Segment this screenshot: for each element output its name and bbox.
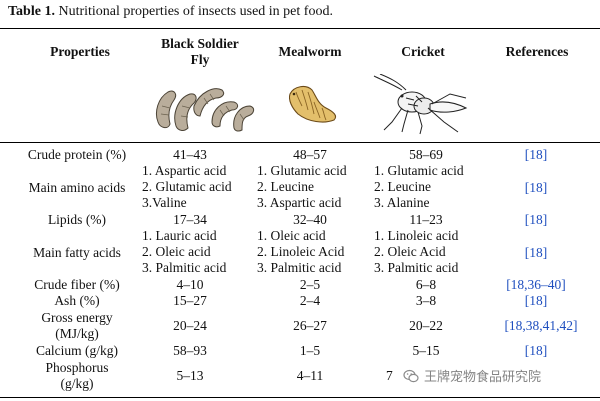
caption-text: Nutritional properties of insects used i… — [54, 4, 333, 19]
header-black-soldier-fly: Black Soldier Fly — [140, 36, 260, 68]
reference-link-ash[interactable]: [18] — [524, 293, 548, 308]
list-item: 1. Linoleic acid — [374, 228, 459, 243]
cell-cricket-phosphorus: 7 — [386, 368, 393, 383]
table-top-rule — [0, 28, 600, 30]
cell-bsf-crude-protein: 41–43 — [173, 147, 207, 162]
cell-bsf-ash: 15–27 — [173, 293, 207, 308]
row-label-calcium: Calcium (g/kg) — [35, 343, 119, 358]
cell-mealworm-fatty-acids: 1. Oleic acid 2. Linoleic Acid 3. Palmit… — [257, 228, 344, 276]
row-label-gross-energy-line2: (MJ/kg) — [55, 326, 99, 341]
cell-mealworm-crude-protein: 48–57 — [293, 147, 327, 162]
cell-cricket-calcium: 5–15 — [412, 343, 440, 358]
cell-mealworm-gross-energy: 26–27 — [293, 318, 327, 333]
row-label-crude-fiber: Crude fiber (%) — [34, 277, 120, 292]
cell-bsf-lipids: 17–34 — [173, 212, 207, 227]
cell-mealworm-amino-acids: 1. Glutamic acid 2. Leucine 3. Aspartic … — [257, 163, 347, 211]
reference-link-amino-acids[interactable]: [18] — [524, 180, 548, 195]
list-item: 3. Alanine — [374, 195, 430, 210]
table-bottom-rule — [0, 397, 600, 399]
caption-label: Table 1. — [8, 4, 55, 19]
reference-link-crude-fiber[interactable]: [18,36–40] — [506, 277, 566, 292]
row-label-main-amino-acids: Main amino acids — [28, 180, 126, 195]
list-item: 2. Linoleic Acid — [257, 244, 345, 259]
reference-link-calcium[interactable]: [18] — [524, 343, 548, 358]
reference-link-fatty-acids[interactable]: [18] — [524, 245, 548, 260]
cell-cricket-gross-energy: 20–22 — [409, 318, 443, 333]
table-caption: Table 1. Nutritional properties of insec… — [8, 4, 333, 20]
list-item: 1. Glutamic acid — [257, 163, 347, 178]
cell-cricket-lipids: 11–23 — [409, 212, 443, 227]
row-label-lipids: Lipids (%) — [47, 212, 107, 227]
reference-link-crude-protein[interactable]: [18] — [524, 147, 548, 162]
cell-mealworm-crude-fiber: 2–5 — [299, 277, 321, 292]
reference-link-lipids[interactable]: [18] — [524, 212, 548, 227]
cell-bsf-gross-energy: 20–24 — [173, 318, 207, 333]
wechat-icon — [403, 369, 419, 383]
row-label-gross-energy-line1: Gross energy — [41, 310, 113, 325]
table-header-rule — [0, 142, 600, 143]
mealworm-illustration — [288, 85, 337, 123]
cell-mealworm-phosphorus: 4–11 — [296, 368, 324, 383]
list-item: 2. Oleic Acid — [374, 244, 446, 259]
header-mealworm: Mealworm — [278, 44, 342, 59]
list-item: 2. Glutamic acid — [142, 179, 232, 194]
cell-cricket-amino-acids: 1. Glutamic acid 2. Leucine 3. Alanine — [374, 163, 464, 211]
row-label-main-fatty-acids: Main fatty acids — [33, 245, 121, 260]
list-item: 1. Oleic acid — [257, 228, 326, 243]
list-item: 3. Palmitic acid — [374, 260, 459, 275]
cell-mealworm-ash: 2–4 — [299, 293, 321, 308]
row-label-gross-energy: Gross energy (MJ/kg) — [8, 310, 146, 342]
row-label-phosphorus-line1: Phosphorus — [45, 360, 109, 375]
cell-cricket-ash: 3–8 — [415, 293, 437, 308]
cell-cricket-crude-protein: 58–69 — [409, 147, 443, 162]
cell-cricket-fatty-acids: 1. Linoleic acid 2. Oleic Acid 3. Palmit… — [374, 228, 458, 276]
cell-mealworm-lipids: 32–40 — [293, 212, 327, 227]
watermark-text: 王牌宠物食品研究院 — [424, 370, 542, 385]
row-label-phosphorus: Phosphorus (g/kg) — [8, 360, 146, 392]
cell-bsf-phosphorus: 5–13 — [176, 368, 204, 383]
list-item: 1. Aspartic acid — [142, 163, 227, 178]
list-item: 2. Leucine — [257, 179, 314, 194]
cricket-illustration — [373, 74, 468, 135]
list-item: 3. Aspartic acid — [257, 195, 342, 210]
header-bsf-line2: Fly — [190, 52, 210, 67]
list-item: 3. Palmitic acid — [257, 260, 342, 275]
row-label-ash: Ash (%) — [54, 293, 100, 308]
black-soldier-fly-larvae-illustration — [155, 88, 255, 132]
cell-bsf-fatty-acids: 1. Lauric acid 2. Oleic acid 3. Palmitic… — [142, 228, 226, 276]
list-item: 2. Oleic acid — [142, 244, 211, 259]
header-cricket: Cricket — [401, 44, 445, 59]
list-item: 3. Palmitic acid — [142, 260, 227, 275]
cell-mealworm-calcium: 1–5 — [299, 343, 321, 358]
list-item: 3.Valine — [142, 195, 187, 210]
header-properties: Properties — [50, 44, 110, 59]
header-bsf-line1: Black Soldier — [161, 36, 239, 51]
list-item: 2. Leucine — [374, 179, 431, 194]
cell-bsf-crude-fiber: 4–10 — [176, 277, 204, 292]
row-label-phosphorus-line2: (g/kg) — [60, 376, 94, 391]
cell-bsf-calcium: 58–93 — [173, 343, 207, 358]
list-item: 1. Lauric acid — [142, 228, 217, 243]
cell-bsf-amino-acids: 1. Aspartic acid 2. Glutamic acid 3.Vali… — [142, 163, 232, 211]
reference-link-gross-energy[interactable]: [18,38,41,42] — [504, 318, 578, 333]
cell-cricket-crude-fiber: 6–8 — [415, 277, 437, 292]
header-references: References — [505, 44, 569, 59]
list-item: 1. Glutamic acid — [374, 163, 464, 178]
row-label-crude-protein: Crude protein (%) — [27, 147, 127, 162]
